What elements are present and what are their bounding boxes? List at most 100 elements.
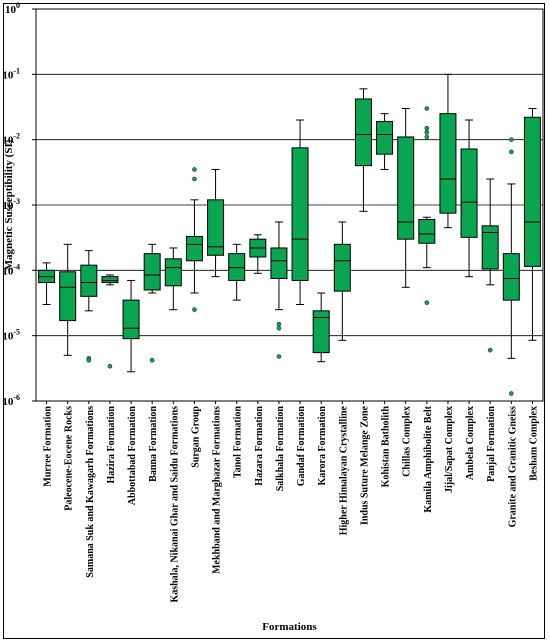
iqr-box <box>122 299 140 340</box>
y-tick-label: 10-4 <box>2 262 20 277</box>
x-tick-label: Abbottabad Formation <box>127 406 138 506</box>
box-9 <box>207 168 225 278</box>
box-24 <box>523 107 541 341</box>
iqr-box <box>312 310 330 354</box>
outlier-point <box>86 357 92 363</box>
iqr-box <box>228 253 246 281</box>
iqr-box <box>291 147 309 281</box>
box-18 <box>397 107 415 288</box>
outlier-point <box>424 300 430 305</box>
outlier-point <box>424 129 430 135</box>
x-tick-label: Ambela Complex <box>465 406 476 480</box>
box-14 <box>312 292 330 363</box>
box-8 <box>185 167 203 312</box>
x-tick-label: Jijal/Sapat Complex <box>444 406 455 493</box>
iqr-box <box>164 258 182 287</box>
outlier-point <box>424 134 430 140</box>
box-15 <box>333 221 351 341</box>
iqr-box <box>481 225 499 270</box>
outlier-point <box>192 176 197 182</box>
y-axis-label: Magnetic Susceptibility (SI) <box>3 139 15 270</box>
x-tick-label: Hazara Formation <box>254 406 265 486</box>
box-2 <box>59 243 77 356</box>
outlier-point <box>509 391 514 396</box>
box-12 <box>270 221 288 359</box>
box-3 <box>80 250 98 363</box>
box-13 <box>291 119 309 305</box>
iqr-box <box>460 148 478 238</box>
iqr-box <box>185 235 203 262</box>
box-6 <box>143 243 161 363</box>
x-tick-label: Mekhband and Marghazar Formations <box>212 406 223 574</box>
box-20 <box>439 73 457 229</box>
outlier-point <box>192 307 197 312</box>
x-tick-label: Gandaf Formation <box>296 406 307 487</box>
outlier-point <box>276 321 282 327</box>
outlier-point <box>192 167 197 172</box>
y-tick-label: 100 <box>5 1 20 16</box>
y-tick-label: 10-2 <box>2 132 20 147</box>
iqr-box <box>354 98 372 167</box>
iqr-box <box>502 253 520 301</box>
outlier-point <box>276 325 282 331</box>
iqr-box <box>59 271 77 322</box>
x-tick-label: Salkhala Formation <box>275 406 286 492</box>
outlier-point <box>509 149 514 155</box>
y-axis-ticks: 100 10-1 10-2 10-3 10-4 10-5 10-6 <box>2 1 36 408</box>
box-11 <box>249 234 267 274</box>
x-tick-label: Higher Himalayan Crystalline <box>338 405 349 535</box>
box-series <box>38 73 541 396</box>
box-19 <box>418 106 436 305</box>
y-tick-label: 10-1 <box>2 66 20 81</box>
outlier-point <box>509 137 514 142</box>
x-axis-ticks: Murree Formation Paleocene-Eocene Rocks Sa… <box>43 401 539 603</box>
outlier-point <box>276 354 282 359</box>
outlier-point <box>424 125 430 131</box>
x-tick-label: Kohistan Batholith <box>381 406 392 488</box>
x-tick-label: Kamila Amphibolite Belt <box>423 405 434 512</box>
box-16 <box>354 88 372 212</box>
x-axis-label: Formations <box>262 621 317 633</box>
x-tick-label: Panjal Formation <box>486 406 497 482</box>
box-5 <box>122 279 140 373</box>
y-tick-label: 10-3 <box>2 197 20 212</box>
box-4 <box>101 274 119 369</box>
outlier-point <box>107 363 113 369</box>
x-tick-label: Murree Formation <box>43 406 54 487</box>
iqr-box <box>418 218 436 244</box>
iqr-box <box>143 253 161 291</box>
box-21 <box>460 119 478 278</box>
box-17 <box>376 113 394 170</box>
chart-frame <box>3 3 545 639</box>
y-tick-label: 10-6 <box>2 393 20 408</box>
x-tick-label: Kashala, Nikanai Ghar and Saidu Formatio… <box>169 406 180 603</box>
x-tick-label: Surgan Group <box>190 406 201 468</box>
x-tick-label: Karora Formation <box>317 406 328 486</box>
box-22 <box>481 178 499 353</box>
iqr-box <box>333 243 351 292</box>
iqr-box <box>397 136 415 240</box>
x-tick-label: Samana Suk and Kawagarh Formations <box>85 406 96 578</box>
x-tick-label: Banna Formation <box>148 406 159 482</box>
iqr-box <box>439 113 457 214</box>
box-23 <box>502 137 520 396</box>
x-tick-label: Indus Suture Melange Zone <box>359 405 370 525</box>
outlier-point <box>487 347 493 353</box>
iqr-box <box>376 120 394 155</box>
x-tick-label: Tanol Formation <box>233 406 244 479</box>
x-tick-label: Paleocene-Eocene Rocks <box>64 406 75 511</box>
x-tick-label: Granite and Granitic Gneiss <box>507 406 518 528</box>
iqr-box <box>523 116 541 267</box>
iqr-box <box>207 199 225 256</box>
x-tick-label: Besham Complex <box>528 406 539 481</box>
box-7 <box>164 247 182 311</box>
outlier-point <box>424 106 430 111</box>
box-10 <box>228 243 246 301</box>
y-tick-label: 10-5 <box>2 328 20 343</box>
iqr-box <box>101 276 119 284</box>
box-1 <box>38 262 56 305</box>
outlier-point <box>149 357 155 363</box>
x-tick-label: Chillas Complex <box>402 406 413 477</box>
iqr-box <box>270 247 288 279</box>
